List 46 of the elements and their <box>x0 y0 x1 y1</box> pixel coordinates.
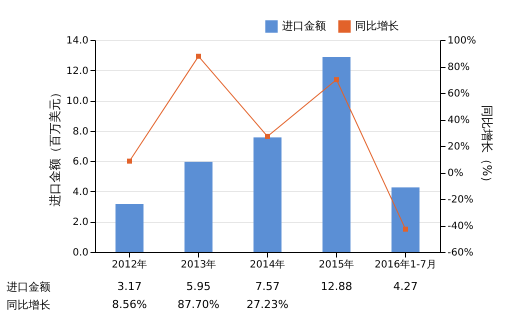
y-tick-label: 8.0 <box>72 126 88 138</box>
bar <box>116 204 144 252</box>
y-tick-label: 14.0 <box>66 36 88 46</box>
bar <box>254 137 282 252</box>
y2-tick-label: 80% <box>448 62 470 73</box>
y2-tick-label: 60% <box>448 88 470 100</box>
x-tick-label: 2012年 <box>112 258 148 270</box>
y-axis-title: 进口金额（百万美元） <box>48 86 62 206</box>
y-tick-label: 2.0 <box>72 217 88 228</box>
x-tick-label: 2013年 <box>180 258 216 270</box>
y2-tick-label: 100% <box>448 36 476 46</box>
y2-tick-label: -40% <box>448 221 474 232</box>
x-tick-label: 2014年 <box>250 258 286 270</box>
y2-tick-label: 20% <box>448 142 470 152</box>
y-tick-label: 6.0 <box>72 156 88 168</box>
bar <box>184 162 212 252</box>
legend-label: 同比增长 <box>355 20 399 33</box>
bar <box>322 56 350 252</box>
y2-tick-label: 40% <box>448 115 470 126</box>
text: 进口金额 <box>6 280 50 294</box>
data-label: 4.27 <box>393 280 418 293</box>
y-tick-label: 0.0 <box>72 248 88 258</box>
y-tick-label: 10.0 <box>66 96 88 108</box>
data-label: 12.88 <box>320 280 352 293</box>
legend-label: 进口金额 <box>282 20 326 33</box>
y2-tick-label: -60% <box>448 248 474 258</box>
y2-axis-title: 同比增长（%） <box>480 104 494 188</box>
y2-tick-label: 0% <box>448 168 464 179</box>
text: 同比增长 <box>6 298 50 312</box>
point <box>403 226 408 232</box>
x-tick-label: 2016年1-7月 <box>374 258 436 270</box>
point <box>265 134 270 139</box>
point <box>127 158 132 164</box>
data-label: 7.57 <box>255 280 280 293</box>
bar <box>392 187 420 252</box>
x-tick-label: 2015年 <box>318 258 354 270</box>
point <box>334 77 339 82</box>
point <box>196 54 201 59</box>
data-label: 8.56% <box>112 298 147 311</box>
data-label: 87.70% <box>178 298 220 311</box>
data-label: 5.95 <box>186 280 211 293</box>
data-label: 27.23% <box>246 298 288 311</box>
y-tick-label: 12.0 <box>66 66 88 77</box>
y2-tick-label: -20% <box>448 194 474 206</box>
data-label: 3.17 <box>117 280 142 293</box>
y-tick-label: 4.0 <box>72 186 88 198</box>
